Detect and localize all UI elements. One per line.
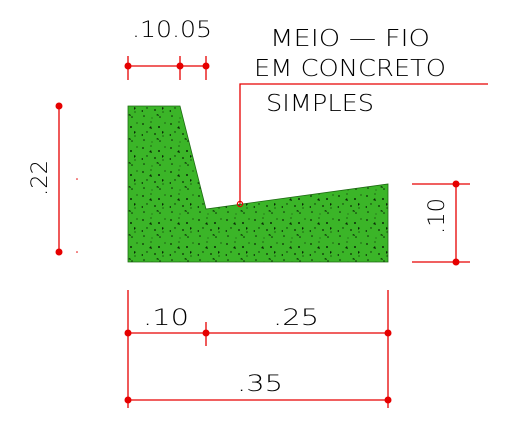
leader-line: [239, 83, 488, 204]
top-dimension: .10.05: [124, 18, 212, 80]
bottom-total-label: .35: [237, 372, 283, 397]
bottom-right-label: .25: [273, 306, 319, 331]
left-height-dimension: .22: [28, 102, 78, 256]
title-line-1: MEIO — FIO: [270, 26, 430, 52]
curb-section-shape: [127, 105, 389, 263]
bottom-left-label: .10: [143, 306, 189, 331]
title-line-2: EM CONCRETO: [254, 56, 446, 82]
right-height-dimension: .10: [412, 180, 470, 266]
bottom-total-dimension: .35: [124, 372, 392, 404]
bottom-partial-dimensions: .10 .25: [124, 290, 392, 408]
left-height-label: .22: [28, 160, 53, 196]
title-line-3: SIMPLES: [266, 91, 374, 117]
right-height-label: .10: [425, 198, 450, 234]
top-dimension-label: .10.05: [132, 18, 212, 43]
leader-anchor-point: [236, 200, 244, 208]
